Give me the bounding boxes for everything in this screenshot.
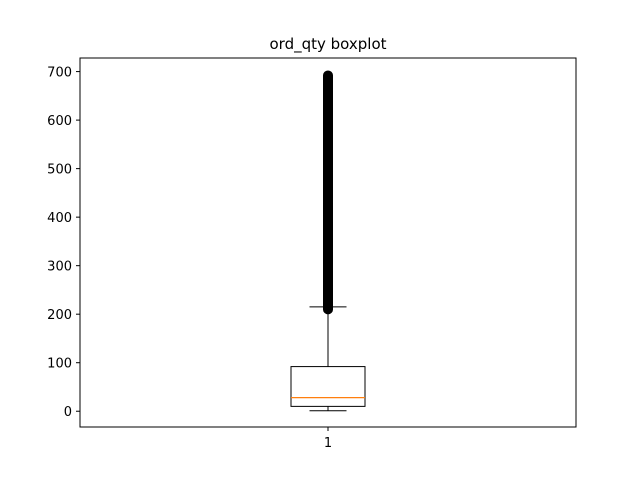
y-tick-label: 600: [47, 114, 72, 129]
y-tick-label: 400: [47, 211, 72, 226]
x-tick-label: 1: [324, 436, 332, 451]
y-tick-label: 200: [47, 308, 72, 323]
y-tick-label: 300: [47, 260, 72, 275]
y-axis: 0 100 200 300 400 500 600 700: [47, 66, 80, 420]
y-tick-label: 100: [47, 357, 72, 372]
box-group: [290, 70, 366, 412]
x-axis: 1: [324, 427, 332, 451]
chart-title: ord_qty boxplot: [269, 35, 386, 54]
iqr-box: [290, 366, 366, 407]
y-tick-label: 500: [47, 163, 72, 178]
axes-frame: [79, 57, 577, 428]
plot-area: [290, 70, 366, 412]
outlier-markers: [323, 70, 333, 315]
outlier-point: [323, 70, 333, 81]
y-tick-label: 0: [64, 405, 72, 420]
y-tick-label: 700: [47, 66, 72, 81]
